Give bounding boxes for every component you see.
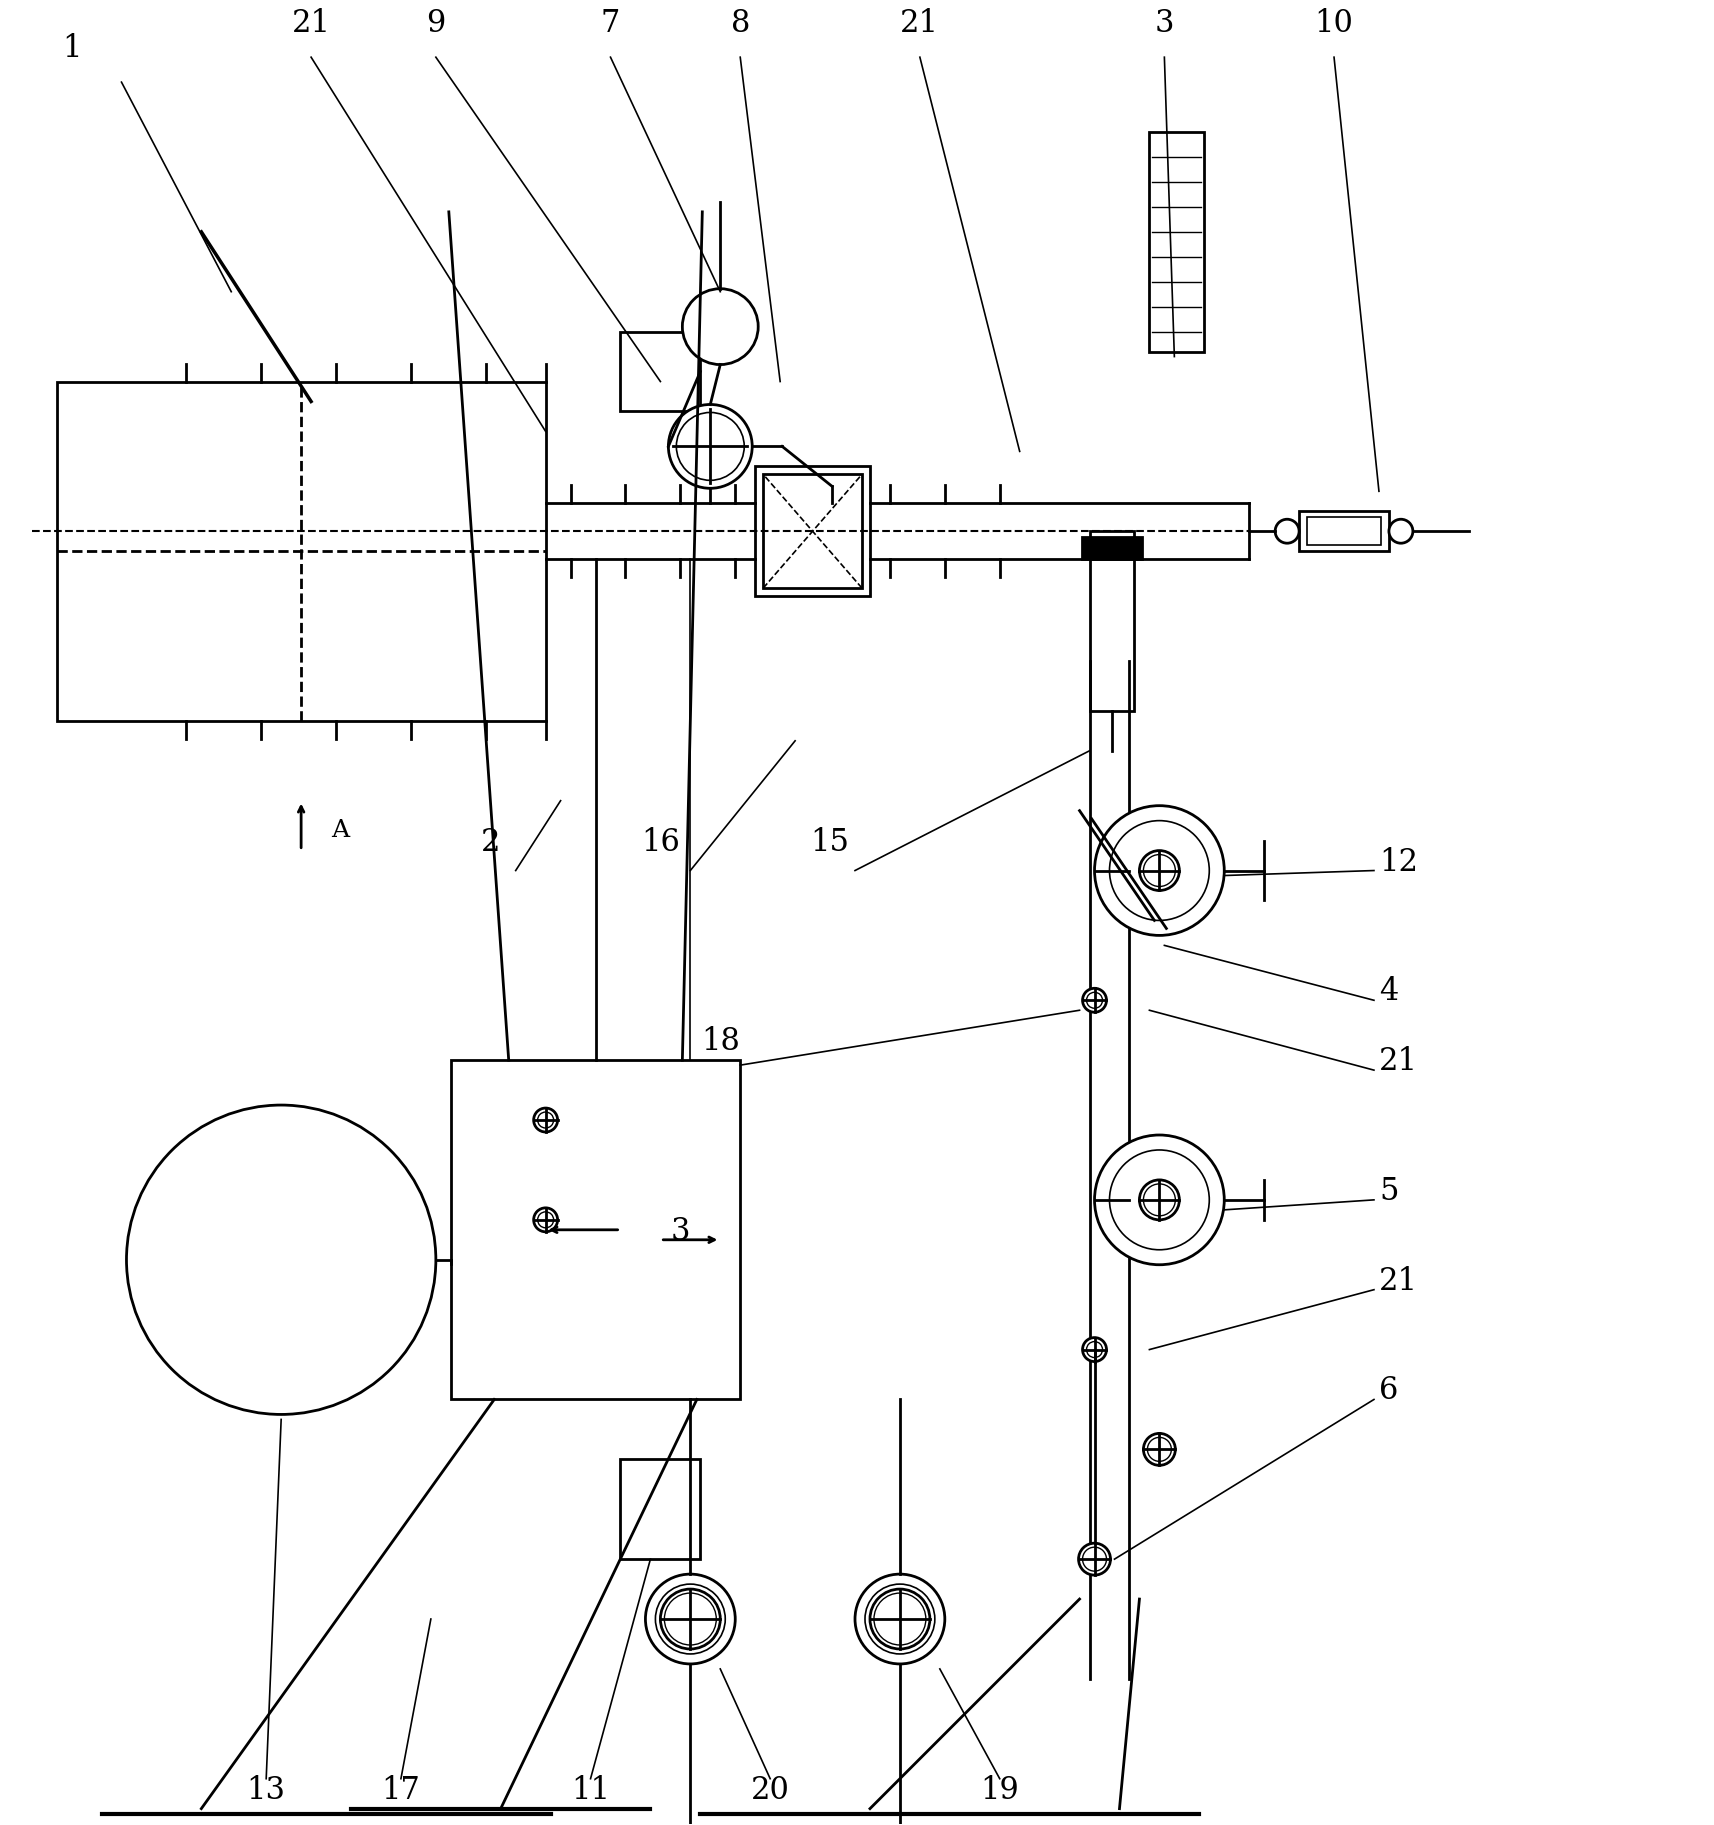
Circle shape — [1094, 805, 1224, 936]
Circle shape — [1078, 1544, 1111, 1575]
Text: 8: 8 — [730, 9, 749, 38]
Circle shape — [1109, 821, 1208, 920]
Text: 16: 16 — [641, 827, 679, 858]
Text: 12: 12 — [1378, 847, 1417, 878]
Circle shape — [1087, 1341, 1102, 1358]
Circle shape — [1143, 1433, 1174, 1465]
Circle shape — [1087, 993, 1102, 1007]
Circle shape — [1138, 1181, 1179, 1219]
Circle shape — [663, 1593, 716, 1644]
Text: 3: 3 — [670, 1215, 689, 1246]
Text: 13: 13 — [247, 1774, 286, 1805]
Circle shape — [533, 1108, 557, 1132]
Circle shape — [668, 405, 752, 489]
Circle shape — [864, 1584, 934, 1653]
Text: 10: 10 — [1315, 9, 1352, 38]
Circle shape — [1109, 1150, 1208, 1250]
Bar — [1297, 511, 1388, 551]
Circle shape — [655, 1584, 725, 1653]
Circle shape — [1147, 1438, 1171, 1462]
Circle shape — [660, 1590, 720, 1650]
Circle shape — [869, 1590, 929, 1650]
Text: 3: 3 — [1154, 9, 1174, 38]
Text: 15: 15 — [811, 827, 848, 858]
Circle shape — [682, 288, 758, 365]
Text: 2: 2 — [480, 827, 500, 858]
Bar — [763, 474, 862, 588]
Text: 6: 6 — [1378, 1376, 1397, 1407]
Text: 21: 21 — [900, 9, 939, 38]
Text: 7: 7 — [600, 9, 620, 38]
Bar — [1082, 537, 1142, 558]
Bar — [451, 1060, 740, 1400]
Circle shape — [1094, 1135, 1224, 1265]
Circle shape — [1388, 520, 1412, 544]
Circle shape — [536, 1212, 554, 1228]
Text: 4: 4 — [1378, 976, 1397, 1007]
Circle shape — [536, 1111, 554, 1128]
Bar — [57, 381, 545, 721]
Circle shape — [1082, 1548, 1106, 1571]
Bar — [620, 1460, 699, 1559]
Text: 18: 18 — [701, 1026, 739, 1057]
Circle shape — [855, 1575, 944, 1664]
Text: 11: 11 — [571, 1774, 610, 1805]
Text: 21: 21 — [1378, 1267, 1417, 1298]
Circle shape — [1082, 989, 1106, 1013]
Text: 17: 17 — [381, 1774, 420, 1805]
Circle shape — [874, 1593, 926, 1644]
Text: 9: 9 — [427, 9, 446, 38]
Circle shape — [675, 412, 744, 480]
Circle shape — [644, 1575, 735, 1664]
Bar — [620, 332, 699, 411]
Text: A: A — [331, 819, 350, 841]
Circle shape — [1143, 1184, 1174, 1215]
Bar — [754, 467, 869, 597]
Text: 21: 21 — [291, 9, 331, 38]
Bar — [1148, 131, 1203, 352]
Text: 21: 21 — [1378, 1046, 1417, 1077]
Text: 5: 5 — [1378, 1175, 1397, 1206]
Bar — [1088, 531, 1133, 712]
Circle shape — [1082, 1338, 1106, 1361]
Circle shape — [1143, 854, 1174, 887]
Circle shape — [1275, 520, 1297, 544]
Text: 19: 19 — [980, 1774, 1018, 1805]
Circle shape — [127, 1106, 435, 1414]
Text: 20: 20 — [751, 1774, 788, 1805]
Bar — [1306, 516, 1380, 546]
Text: 1: 1 — [62, 33, 81, 64]
Circle shape — [1138, 850, 1179, 891]
Circle shape — [533, 1208, 557, 1232]
